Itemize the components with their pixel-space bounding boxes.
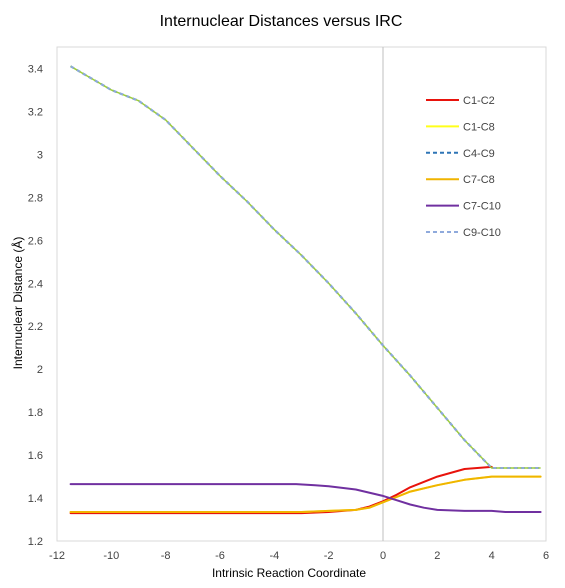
- legend-label-c7-c8: C7-C8: [463, 174, 495, 186]
- x-tick-label: -4: [269, 550, 279, 562]
- legend-label-c9-c10: C9-C10: [463, 227, 501, 239]
- y-tick-label: 3.4: [28, 63, 43, 75]
- y-tick-label: 1.6: [28, 450, 43, 462]
- legend-label-c7-c10: C7-C10: [463, 201, 501, 213]
- x-tick-label: -10: [103, 550, 119, 562]
- x-tick-label: -2: [324, 550, 334, 562]
- y-tick-label: 3: [37, 149, 43, 161]
- y-tick-label: 1.8: [28, 407, 43, 419]
- series-line-c7-c10: [69, 483, 542, 513]
- y-tick-label: 1.2: [28, 536, 43, 548]
- x-tick-label: 0: [380, 550, 386, 562]
- x-tick-label: 4: [489, 550, 495, 562]
- y-tick-label: 2: [37, 364, 43, 376]
- y-tick-label: 2.4: [28, 278, 43, 290]
- legend-label-c1-c2: C1-C2: [463, 95, 495, 107]
- y-tick-label: 2.2: [28, 321, 43, 333]
- x-tick-label: 6: [543, 550, 549, 562]
- y-tick-label: 3.2: [28, 106, 43, 118]
- x-tick-label: -6: [215, 550, 225, 562]
- y-tick-label: 2.8: [28, 192, 43, 204]
- x-tick-label: 2: [434, 550, 440, 562]
- series-line-c7-c8: [69, 475, 542, 513]
- legend-label-c1-c8: C1-C8: [463, 121, 495, 133]
- y-axis-label: Internuclear Distance (Å): [10, 237, 25, 370]
- x-tick-label: -8: [161, 550, 171, 562]
- y-tick-label: 2.6: [28, 235, 43, 247]
- chart-title: Internuclear Distances versus IRC: [160, 13, 403, 30]
- overlap-line: [70, 65, 541, 469]
- series-line-c1-c2: [69, 465, 493, 515]
- plot-border: [56, 46, 547, 542]
- legend-label-c4-c9: C4-C9: [463, 148, 495, 160]
- series-line-c9-c10: [70, 65, 541, 469]
- x-axis-label: Intrinsic Reaction Coordinate: [212, 566, 366, 580]
- series-line-c1-c8: [69, 475, 542, 513]
- y-tick-label: 1.4: [28, 493, 43, 505]
- x-tick-label: -12: [49, 550, 65, 562]
